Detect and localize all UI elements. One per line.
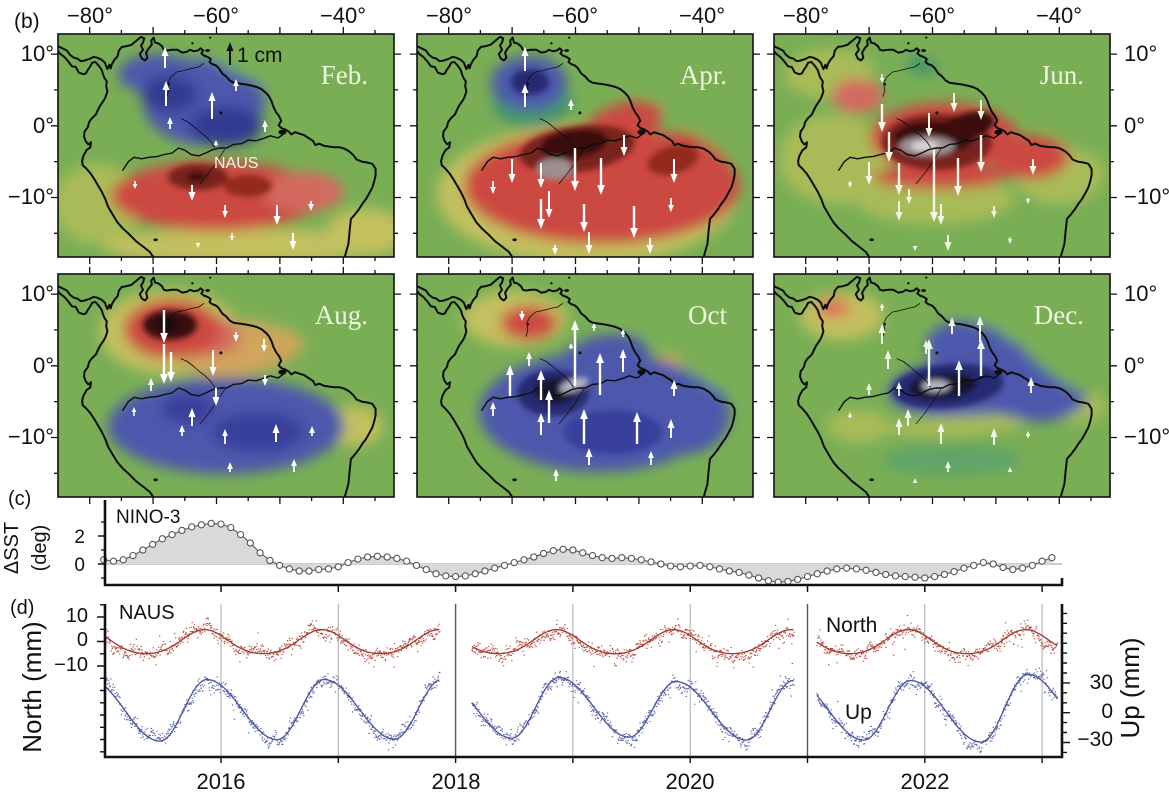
svg-text:2016: 2016 [197, 769, 246, 794]
svg-text:1 cm: 1 cm [237, 44, 283, 67]
svg-text:10°: 10° [21, 281, 54, 306]
svg-text:−10°: −10° [1124, 184, 1169, 209]
svg-text:(deg): (deg) [29, 525, 51, 572]
svg-text:−60°: −60° [193, 3, 239, 28]
svg-text:Dec.: Dec. [1034, 300, 1084, 330]
svg-text:−10°: −10° [1124, 424, 1169, 449]
svg-text:Aug.: Aug. [315, 300, 368, 330]
svg-text:10°: 10° [1124, 41, 1157, 66]
svg-text:0: 0 [74, 555, 85, 576]
svg-text:−10: −10 [54, 654, 88, 676]
svg-text:NAUS: NAUS [119, 602, 175, 624]
svg-text:Jun.: Jun. [1040, 60, 1084, 90]
svg-text:−80°: −80° [67, 3, 113, 28]
svg-text:Apr.: Apr. [680, 60, 727, 90]
svg-text:Oct: Oct [688, 300, 727, 330]
svg-text:0°: 0° [33, 113, 54, 138]
svg-text:0: 0 [1101, 700, 1113, 723]
svg-text:−60°: −60° [552, 3, 598, 28]
svg-text:0°: 0° [33, 353, 54, 378]
svg-text:2022: 2022 [901, 769, 950, 794]
svg-text:−80°: −80° [426, 3, 472, 28]
svg-text:ΔSST: ΔSST [1, 522, 23, 574]
svg-text:30: 30 [1090, 671, 1113, 694]
svg-text:−60°: −60° [909, 3, 955, 28]
svg-text:0: 0 [77, 629, 88, 651]
svg-text:10: 10 [66, 605, 88, 627]
svg-text:(d): (d) [10, 597, 34, 619]
svg-text:−40°: −40° [1036, 3, 1082, 28]
svg-text:2018: 2018 [432, 769, 481, 794]
svg-text:Up: Up [845, 701, 872, 724]
svg-text:−40°: −40° [679, 3, 725, 28]
svg-text:−30: −30 [1077, 728, 1113, 751]
svg-text:2: 2 [74, 527, 85, 548]
svg-text:10°: 10° [21, 41, 54, 66]
svg-text:−10°: −10° [8, 424, 54, 449]
svg-text:NINO-3: NINO-3 [116, 507, 180, 528]
svg-text:(c): (c) [8, 488, 31, 510]
svg-text:−80°: −80° [783, 3, 829, 28]
svg-text:10°: 10° [1124, 281, 1157, 306]
svg-text:Feb.: Feb. [321, 60, 368, 90]
svg-text:NAUS: NAUS [214, 155, 258, 172]
svg-text:2020: 2020 [666, 769, 715, 794]
svg-text:0°: 0° [1124, 113, 1145, 138]
svg-text:−10°: −10° [8, 184, 54, 209]
svg-text:(b): (b) [14, 10, 40, 33]
svg-text:−40°: −40° [320, 3, 366, 28]
svg-text:North (mm): North (mm) [17, 621, 47, 752]
svg-text:North: North [826, 614, 877, 637]
svg-text:Up (mm): Up (mm) [1115, 637, 1145, 738]
svg-text:0°: 0° [1124, 353, 1145, 378]
